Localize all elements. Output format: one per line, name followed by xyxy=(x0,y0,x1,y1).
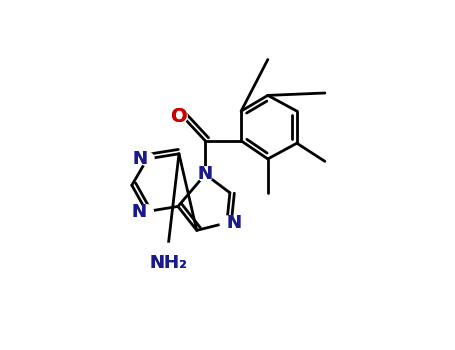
Text: N: N xyxy=(198,165,213,183)
Text: NH₂: NH₂ xyxy=(149,254,187,272)
Circle shape xyxy=(140,205,153,218)
Text: N: N xyxy=(227,214,242,232)
Circle shape xyxy=(141,152,154,166)
Text: N: N xyxy=(132,150,147,168)
Text: N: N xyxy=(132,150,147,168)
Circle shape xyxy=(220,216,234,230)
Text: N: N xyxy=(131,203,147,220)
Circle shape xyxy=(158,243,178,264)
Text: N: N xyxy=(227,214,242,232)
Text: N: N xyxy=(198,165,213,183)
Text: N: N xyxy=(131,203,147,220)
Text: NH₂: NH₂ xyxy=(149,254,187,272)
Text: O: O xyxy=(172,107,188,126)
Circle shape xyxy=(198,167,213,182)
Circle shape xyxy=(172,109,187,124)
Text: O: O xyxy=(172,107,188,126)
